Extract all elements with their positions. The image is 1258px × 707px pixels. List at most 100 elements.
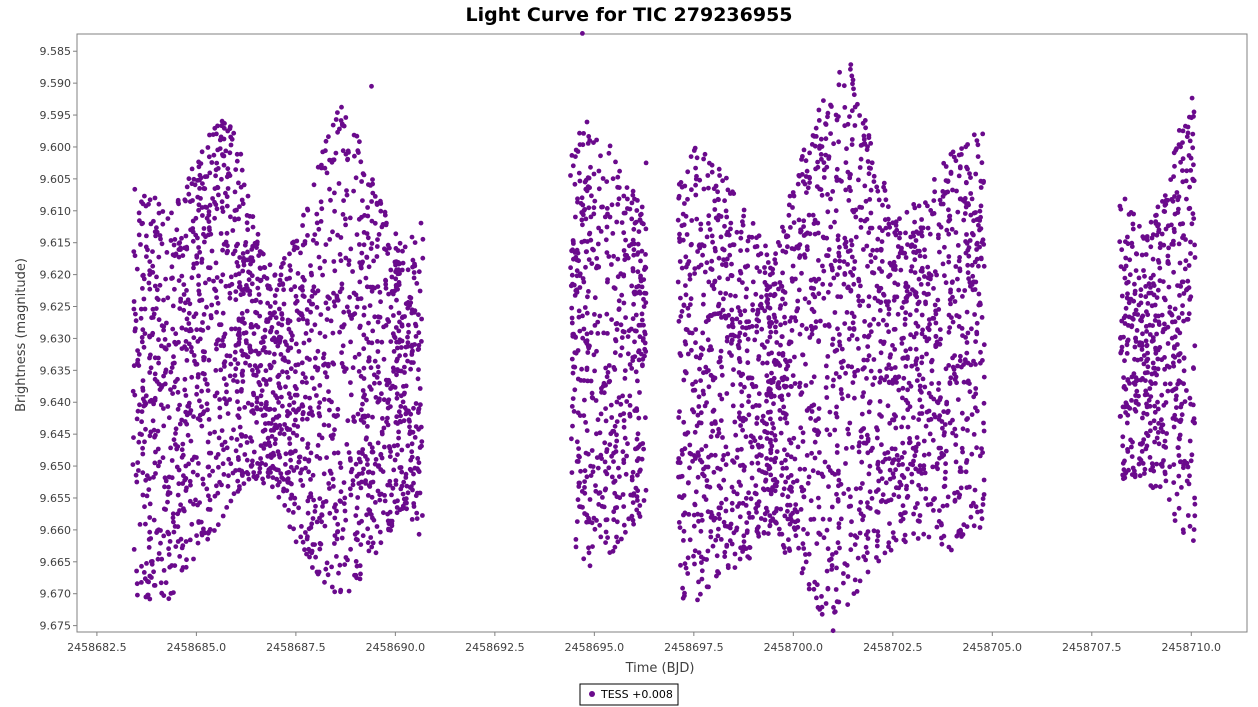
data-point xyxy=(212,199,217,205)
data-point xyxy=(621,460,627,466)
data-point xyxy=(886,456,892,461)
data-point xyxy=(348,339,353,345)
data-point xyxy=(280,369,285,375)
data-point xyxy=(838,387,844,392)
data-point xyxy=(876,286,882,291)
data-point xyxy=(747,515,753,520)
data-point xyxy=(219,199,225,205)
data-point xyxy=(233,297,239,303)
data-point xyxy=(625,351,631,357)
data-point xyxy=(141,272,146,278)
data-point xyxy=(1155,204,1161,210)
data-point xyxy=(281,477,287,482)
data-point xyxy=(577,413,583,418)
data-point xyxy=(398,393,404,399)
data-point xyxy=(695,597,700,603)
data-point xyxy=(151,427,157,433)
data-point xyxy=(360,171,366,177)
data-point xyxy=(785,502,790,508)
data-point xyxy=(165,295,171,301)
data-point xyxy=(704,400,709,405)
data-point xyxy=(813,125,819,131)
data-point xyxy=(622,368,628,373)
data-point xyxy=(276,400,281,405)
data-point xyxy=(239,311,245,316)
data-point xyxy=(317,515,322,521)
data-point xyxy=(896,462,902,468)
data-point xyxy=(825,192,830,197)
data-point xyxy=(851,86,856,92)
data-point xyxy=(849,310,855,316)
data-point xyxy=(604,250,610,256)
data-point xyxy=(615,539,621,545)
data-point xyxy=(936,387,941,392)
data-point xyxy=(172,563,178,568)
data-point xyxy=(821,295,827,301)
data-point xyxy=(823,152,829,158)
data-point xyxy=(837,332,842,337)
data-point xyxy=(325,572,331,578)
data-point xyxy=(875,529,881,535)
data-point xyxy=(319,206,325,212)
data-point xyxy=(621,230,627,236)
data-point xyxy=(731,367,736,372)
data-point xyxy=(322,258,327,264)
data-point xyxy=(745,360,751,366)
data-point xyxy=(634,436,640,442)
data-point xyxy=(172,360,177,366)
data-point xyxy=(777,531,782,537)
data-point xyxy=(736,345,742,351)
data-point xyxy=(214,275,220,280)
data-point xyxy=(583,177,589,183)
data-point xyxy=(207,170,213,176)
data-point xyxy=(131,547,137,552)
data-point xyxy=(627,206,633,212)
data-point xyxy=(711,517,717,523)
data-point xyxy=(856,449,862,455)
data-point xyxy=(330,330,336,336)
data-point xyxy=(829,104,834,109)
data-point xyxy=(131,249,137,255)
data-point xyxy=(977,227,982,233)
data-point xyxy=(248,322,254,327)
data-point xyxy=(794,509,800,515)
data-point xyxy=(348,546,353,552)
data-point xyxy=(207,527,213,532)
data-point xyxy=(843,461,848,466)
data-point xyxy=(893,425,899,431)
data-point xyxy=(191,335,197,341)
data-point xyxy=(834,414,840,420)
data-point xyxy=(639,311,645,317)
data-point xyxy=(140,492,146,498)
data-point xyxy=(165,404,171,409)
data-point xyxy=(792,354,797,360)
data-point xyxy=(1166,497,1172,502)
data-point xyxy=(704,260,710,266)
data-point xyxy=(777,363,783,368)
data-point xyxy=(300,411,306,417)
data-point xyxy=(568,265,573,271)
data-point xyxy=(292,495,298,501)
data-point xyxy=(722,223,727,229)
data-point xyxy=(875,510,881,515)
data-point xyxy=(293,417,298,423)
data-point xyxy=(207,132,212,138)
data-point xyxy=(281,287,286,293)
data-point xyxy=(630,316,636,322)
data-point xyxy=(255,276,260,282)
data-point xyxy=(284,342,289,348)
data-point xyxy=(749,475,755,481)
data-point xyxy=(676,415,682,420)
data-point xyxy=(361,332,367,338)
data-point xyxy=(958,528,963,534)
data-point xyxy=(382,444,387,450)
data-point xyxy=(394,395,400,401)
data-point xyxy=(150,398,156,404)
data-point xyxy=(740,325,745,330)
data-point xyxy=(731,460,737,465)
data-point xyxy=(637,469,642,474)
data-point xyxy=(686,313,692,318)
data-point xyxy=(932,177,937,182)
data-point xyxy=(880,317,886,323)
data-point xyxy=(167,564,173,570)
